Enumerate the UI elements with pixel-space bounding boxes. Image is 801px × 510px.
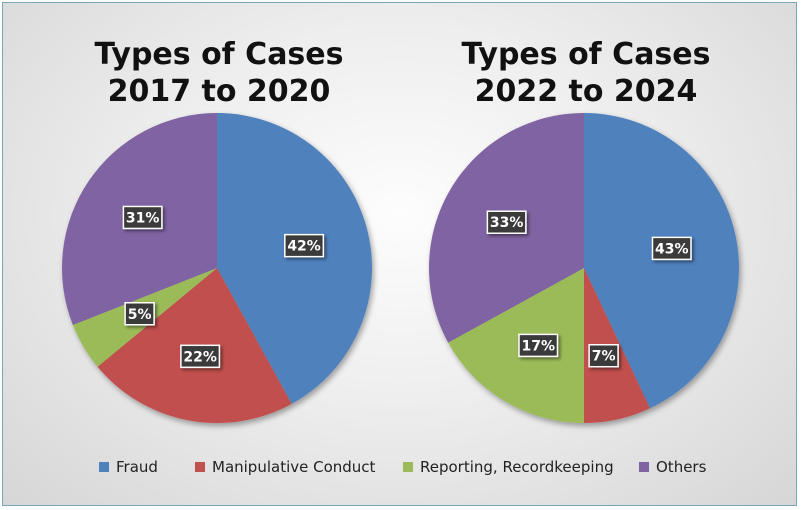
legend-item-fraud: Fraud <box>99 458 158 476</box>
data-label-box <box>651 236 692 261</box>
pie-chart-2017-2020: 42% 22% 5% 31% <box>62 113 373 423</box>
data-label-text: 42% <box>287 239 321 255</box>
data-label-text: 5% <box>128 307 152 323</box>
pie-slice-reporting-recordkeeping <box>448 268 584 424</box>
legend-label: Manipulative Conduct <box>212 458 376 476</box>
legend-item-others: Others <box>639 458 706 476</box>
chart-title-2017-2020: Types of Cases 2017 to 2020 <box>69 36 369 110</box>
legend-swatch <box>403 462 413 472</box>
legend-label: Fraud <box>116 458 158 476</box>
data-label-text: 43% <box>655 241 689 257</box>
legend: Fraud Manipulative Conduct Reporting, Re… <box>0 458 801 478</box>
data-label-others: 31% <box>122 205 163 230</box>
title-line: Types of Cases <box>94 37 344 72</box>
title-line: Types of Cases <box>461 37 711 72</box>
data-label-text: 7% <box>592 349 616 365</box>
legend-swatch <box>195 462 205 472</box>
data-label-box <box>284 233 325 258</box>
data-label-text: 22% <box>183 349 217 365</box>
data-label-text: 33% <box>490 215 524 231</box>
data-label-box <box>486 210 527 234</box>
data-label-text: 17% <box>521 338 555 354</box>
data-label-others: 33% <box>486 210 527 234</box>
title-line: 2022 to 2024 <box>474 74 698 109</box>
legend-item-manipulative-conduct: Manipulative Conduct <box>195 458 375 476</box>
data-label-manipulative-conduct: 7% <box>588 343 619 368</box>
data-label-text: 31% <box>126 210 160 226</box>
legend-item-reporting-recordkeeping: Reporting, Recordkeeping <box>403 458 614 476</box>
data-label-box <box>588 343 619 368</box>
data-label-box <box>518 333 559 358</box>
data-label-box <box>124 302 155 326</box>
data-label-box <box>122 205 163 230</box>
pie-chart-2022-2024: 43% 7% 17% 33% <box>428 113 739 424</box>
data-label-box <box>180 344 221 369</box>
pie-slice-fraud <box>584 113 739 409</box>
data-label-manipulative-conduct: 22% <box>180 344 221 369</box>
legend-label: Reporting, Recordkeeping <box>420 458 614 476</box>
data-label-reporting-recordkeeping: 5% <box>124 302 155 326</box>
pie-slice-fraud <box>217 113 373 404</box>
chart-title-2022-2024: Types of Cases 2022 to 2024 <box>436 36 736 110</box>
title-line: 2017 to 2020 <box>107 74 331 109</box>
legend-label: Others <box>656 458 707 476</box>
legend-swatch <box>639 462 649 472</box>
data-label-reporting-recordkeeping: 17% <box>518 333 559 358</box>
data-label-fraud: 42% <box>284 233 325 258</box>
legend-swatch <box>99 462 109 472</box>
data-label-fraud: 43% <box>651 236 692 261</box>
